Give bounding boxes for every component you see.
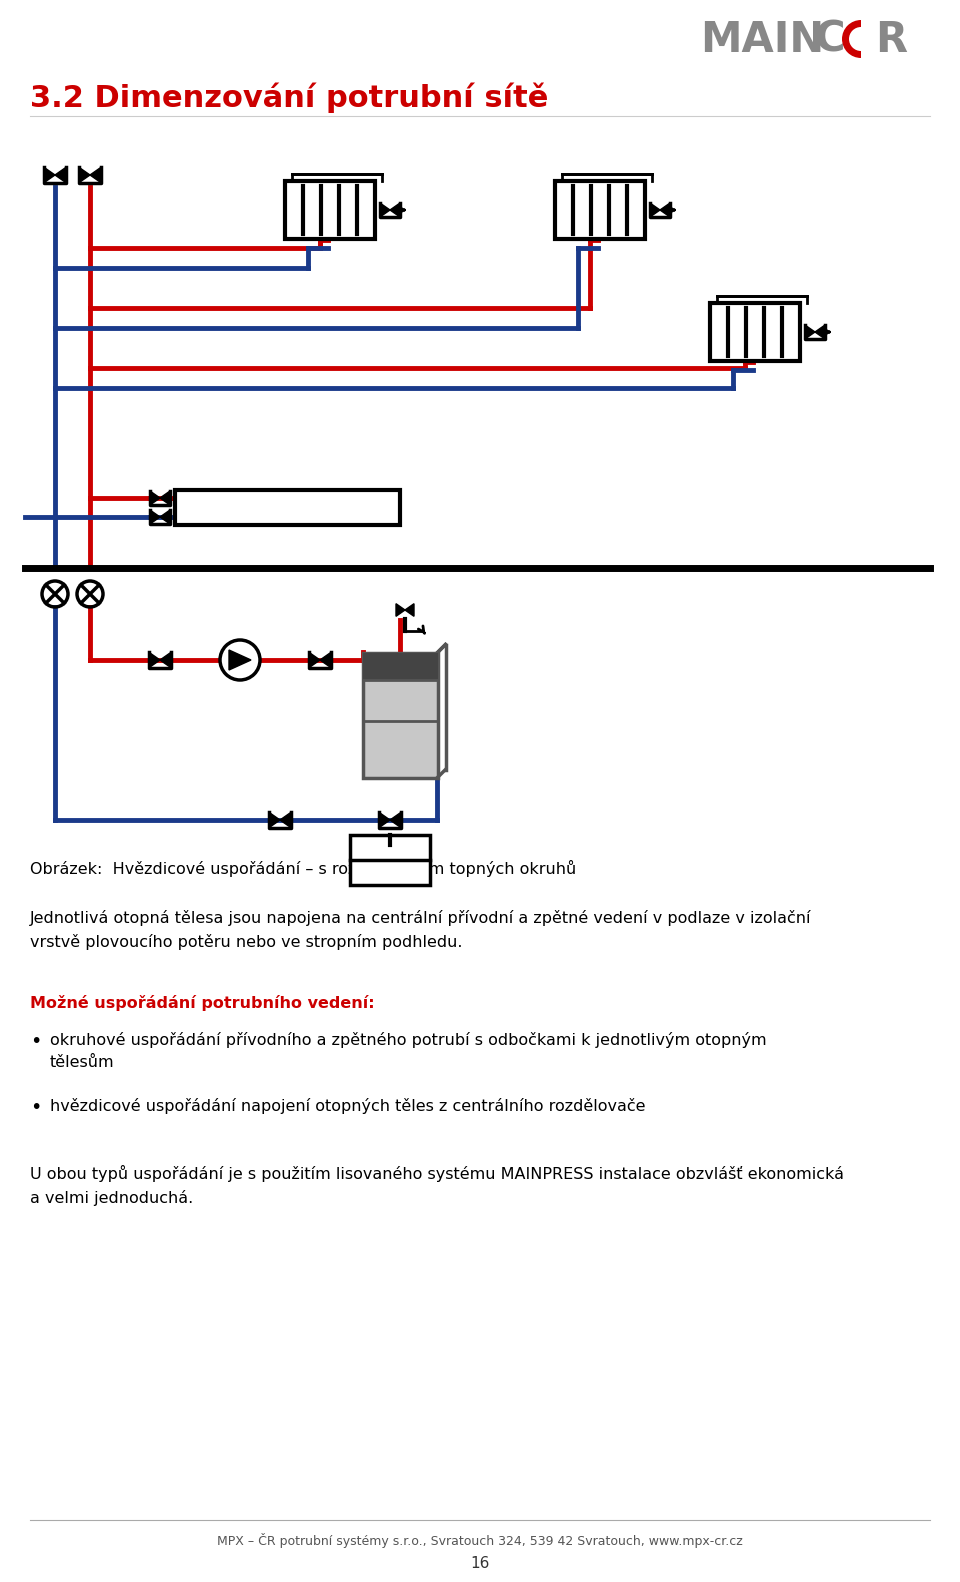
Polygon shape	[150, 490, 160, 505]
Polygon shape	[405, 604, 414, 617]
Text: 16: 16	[470, 1555, 490, 1571]
Polygon shape	[309, 652, 320, 668]
Bar	[175, 490, 400, 525]
Polygon shape	[90, 168, 101, 182]
Polygon shape	[160, 509, 170, 524]
Bar	[350, 835, 430, 884]
Bar	[285, 180, 375, 239]
Polygon shape	[79, 168, 90, 182]
Polygon shape	[379, 812, 390, 827]
Text: U obou typů uspořádání je s použitím lisovaného systému MAINPRESS instalace obzv: U obou typů uspořádání je s použitím lis…	[30, 1164, 844, 1205]
Polygon shape	[150, 509, 160, 524]
Polygon shape	[320, 652, 331, 668]
Polygon shape	[160, 652, 171, 668]
Text: •: •	[30, 1098, 41, 1117]
Text: R: R	[875, 19, 907, 62]
Polygon shape	[390, 812, 401, 827]
Polygon shape	[280, 812, 291, 827]
Circle shape	[220, 641, 260, 680]
Text: Jednotlivá otopná tělesa jsou napojena na centrální přívodní a zpětné vedení v p: Jednotlivá otopná tělesa jsou napojena n…	[30, 910, 811, 949]
Text: •: •	[30, 1031, 41, 1050]
Polygon shape	[390, 202, 400, 217]
Polygon shape	[815, 324, 825, 339]
Polygon shape	[650, 202, 660, 217]
Bar	[710, 304, 800, 361]
Polygon shape	[269, 812, 280, 827]
Text: Možné uspořádání potrubního vedení:: Možné uspořádání potrubního vedení:	[30, 995, 374, 1011]
Polygon shape	[805, 324, 815, 339]
Polygon shape	[55, 168, 66, 182]
Text: hvězdicové uspořádání napojení otopných těles z centrálního rozdělovače: hvězdicové uspořádání napojení otopných …	[50, 1098, 645, 1114]
Text: okruhové uspořádání přívodního a zpětného potrubí s odbočkami k jednotlivým otop: okruhové uspořádání přívodního a zpětnéh…	[50, 1031, 767, 1069]
Bar	[555, 180, 645, 239]
Wedge shape	[849, 27, 861, 51]
Polygon shape	[149, 652, 160, 668]
Bar	[363, 652, 438, 777]
Text: MPX – ČR potrubní systémy s.r.o., Svratouch 324, 539 42 Svratouch, www.mpx-cr.cz: MPX – ČR potrubní systémy s.r.o., Svrato…	[217, 1533, 743, 1547]
Text: 3.2 Dimenzování potrubní sítě: 3.2 Dimenzování potrubní sítě	[30, 82, 548, 114]
Polygon shape	[160, 490, 170, 505]
Wedge shape	[842, 21, 861, 59]
Polygon shape	[229, 650, 251, 671]
Polygon shape	[44, 168, 55, 182]
Polygon shape	[660, 202, 670, 217]
Polygon shape	[380, 202, 390, 217]
Text: MAIN: MAIN	[700, 19, 825, 62]
Bar	[363, 652, 438, 680]
Text: Obrázek:  Hvězdicové uspořádání – s rozdělovačem topných okruhů: Obrázek: Hvězdicové uspořádání – s rozdě…	[30, 861, 576, 876]
Text: C: C	[815, 19, 846, 62]
Polygon shape	[396, 604, 405, 617]
